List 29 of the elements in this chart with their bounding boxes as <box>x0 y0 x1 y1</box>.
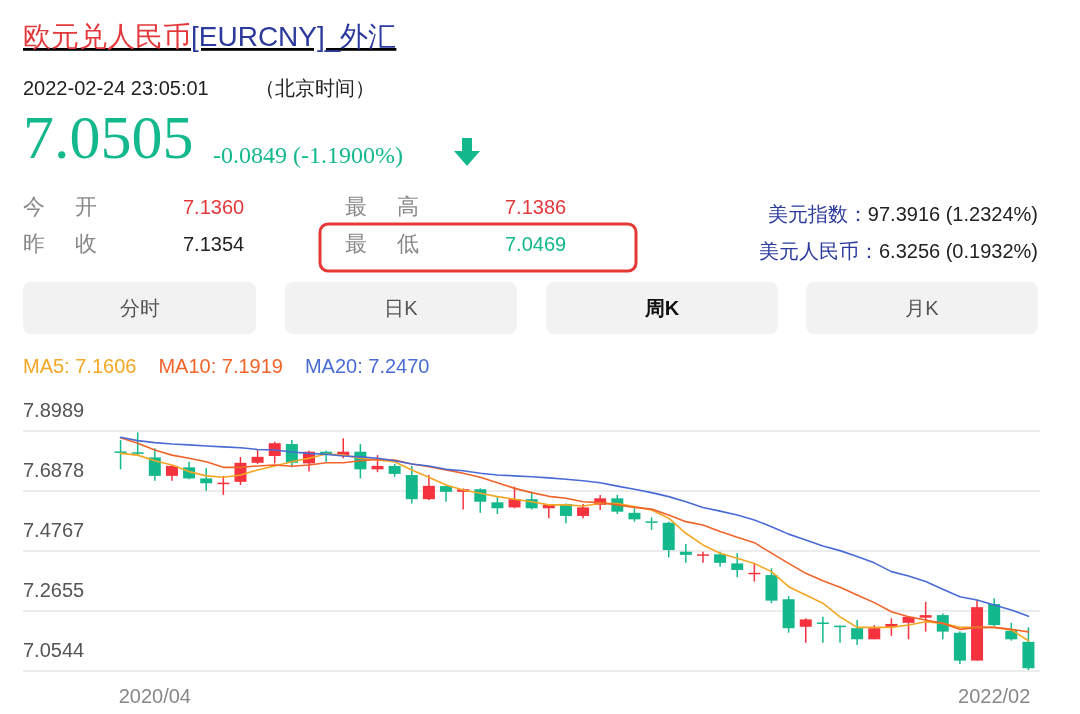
text: MA5: 7.1606 <box>23 355 137 377</box>
text: 7.0505 <box>23 103 194 171</box>
text: 今 开 <box>23 194 110 219</box>
button: 周K <box>546 282 778 334</box>
button: 日K <box>285 282 517 334</box>
text: 美元人民币：6.3256 (0.1932%) <box>758 240 1038 262</box>
text: 昨 收 <box>23 231 110 256</box>
text: -0.0849 (-1.1900%) <box>213 142 403 168</box>
button: 分时 <box>23 282 256 334</box>
y-tick-label: 7.0544 <box>23 639 85 661</box>
text: （北京时间） <box>255 77 375 99</box>
x-tick-label: 2022/02 <box>958 685 1031 707</box>
text: MA10: 7.1919 <box>158 355 283 377</box>
text: 最 高 <box>345 194 432 219</box>
y-tick-label: 7.6878 <box>23 458 85 481</box>
chart-title: 欧元兑人民币[EURCNY]_外汇 <box>23 21 397 52</box>
text: 美元指数：97.3916 (1.2324%) <box>767 203 1038 225</box>
y-tick-label: 7.2655 <box>23 579 85 602</box>
y-tick-label: 7.4767 <box>23 518 85 541</box>
text: 7.1386 <box>505 196 567 218</box>
text: 7.1360 <box>183 196 245 218</box>
text: MA20: 7.2470 <box>304 355 430 377</box>
x-tick-label: 2020/04 <box>118 685 191 707</box>
text: 7.0469 <box>505 233 567 255</box>
text: 2022-02-24 23:05:01 <box>23 77 209 99</box>
text: 最 低 <box>345 231 432 256</box>
y-tick-label: 7.8989 <box>23 399 85 421</box>
text: 7.1354 <box>183 233 245 255</box>
button: 月K <box>806 282 1038 334</box>
